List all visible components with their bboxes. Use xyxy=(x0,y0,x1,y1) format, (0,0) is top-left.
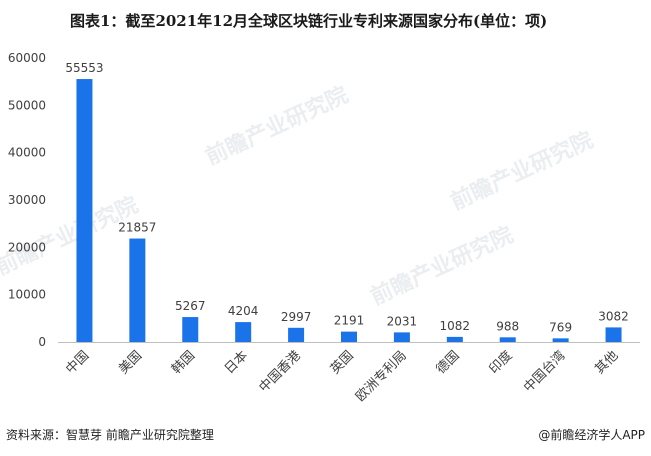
data-label: 3082 xyxy=(598,309,629,323)
source-note: 资料来源：智慧芽 前瞻产业研究院整理 xyxy=(6,428,214,442)
bar-chart: 前瞻产业研究院 前瞻产业研究院 前瞻产业研究院 前瞻产业研究院 01000020… xyxy=(0,51,640,405)
data-label: 2191 xyxy=(334,314,365,328)
x-tick-label: 中国台湾 xyxy=(520,348,568,396)
bar xyxy=(341,331,357,342)
x-tick-label: 德国 xyxy=(434,348,463,377)
x-tick-label: 中国 xyxy=(63,348,92,377)
data-label: 2031 xyxy=(387,314,418,328)
y-tick-label: 30000 xyxy=(8,193,46,207)
bar xyxy=(182,317,199,342)
bar xyxy=(235,322,252,342)
watermark: 前瞻产业研究院 xyxy=(202,82,353,171)
bar xyxy=(552,338,569,342)
bar xyxy=(129,238,146,342)
y-tick-label: 40000 xyxy=(8,146,46,160)
data-label: 4204 xyxy=(228,304,259,318)
data-label: 21857 xyxy=(118,221,156,235)
bar xyxy=(288,327,305,342)
data-label: 2997 xyxy=(281,310,312,324)
watermark: 前瞻产业研究院 xyxy=(447,127,598,216)
y-tick-label: 60000 xyxy=(8,51,46,65)
y-axis: 0 10000 20000 30000 40000 50000 60000 xyxy=(8,51,46,349)
y-tick-label: 0 xyxy=(38,335,46,349)
bar xyxy=(499,337,516,342)
data-label: 1082 xyxy=(440,319,471,333)
data-label: 5267 xyxy=(175,299,206,313)
x-tick-label: 印度 xyxy=(486,348,516,378)
chart-title: 图表1：截至2021年12月全球区块链行业专利来源国家分布(单位：项) xyxy=(70,12,548,30)
x-tick-label: 欧洲专利局 xyxy=(353,348,410,405)
bar-series: 55553 21857 5267 4204 2997 2191 2031 1082 988 769… xyxy=(65,61,629,342)
x-tick-label: 日本 xyxy=(222,348,251,377)
brand-label: @前瞻经济学人APP xyxy=(538,428,645,442)
data-label: 769 xyxy=(549,320,572,334)
y-tick-label: 50000 xyxy=(8,98,46,112)
bar xyxy=(393,332,410,342)
data-label: 988 xyxy=(496,319,519,333)
watermark: 前瞻产业研究院 xyxy=(367,222,518,311)
x-tick-label: 中国香港 xyxy=(257,348,304,395)
y-tick-label: 10000 xyxy=(8,288,46,302)
data-label: 55553 xyxy=(65,61,103,75)
x-tick-label: 英国 xyxy=(328,348,357,377)
x-tick-label: 美国 xyxy=(116,348,145,377)
x-tick-label: 其他 xyxy=(592,348,621,377)
bar xyxy=(76,79,93,342)
y-tick-label: 20000 xyxy=(8,240,46,254)
x-tick-label: 韩国 xyxy=(169,348,198,377)
bar xyxy=(446,336,463,342)
bar xyxy=(605,327,622,342)
